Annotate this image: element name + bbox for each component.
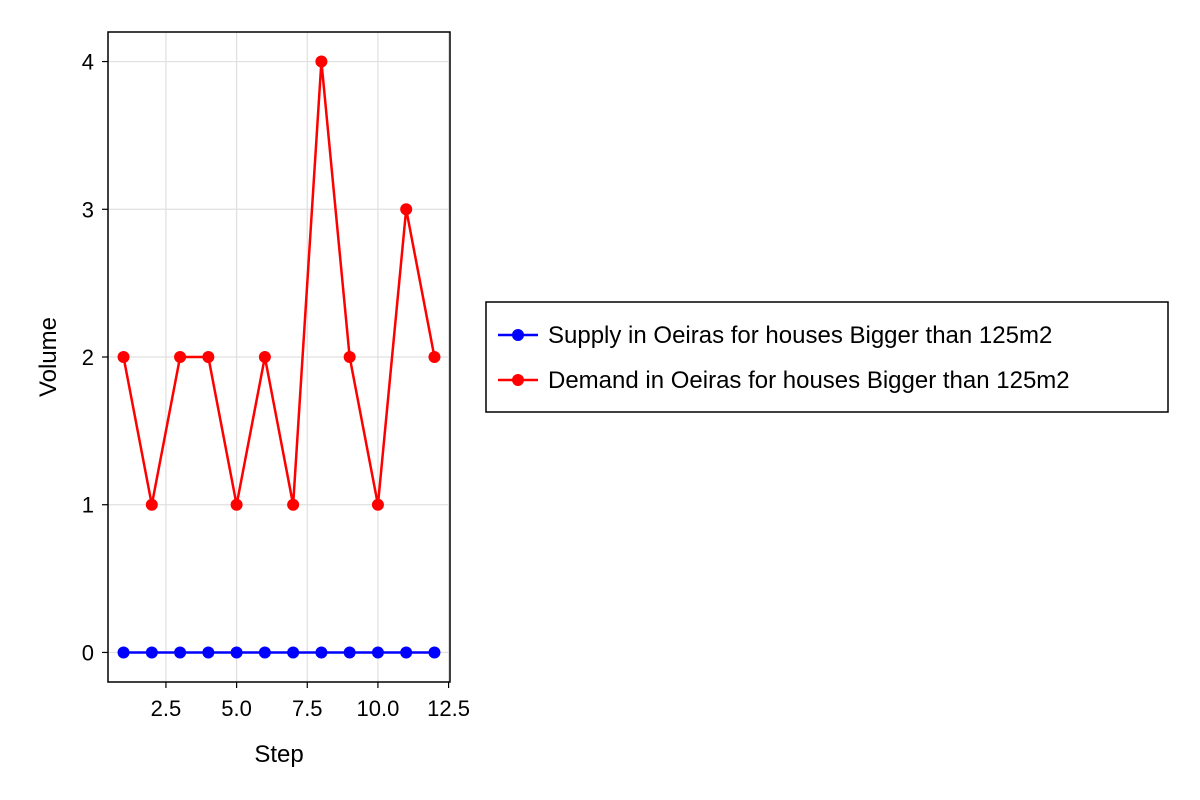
data-point bbox=[343, 351, 356, 363]
data-point bbox=[174, 646, 187, 659]
data-point bbox=[117, 351, 130, 363]
data-point bbox=[315, 55, 328, 68]
data-point bbox=[202, 646, 215, 659]
data-point bbox=[117, 646, 130, 659]
data-point bbox=[258, 351, 271, 363]
x-tick-label: 7.5 bbox=[292, 696, 323, 721]
y-tick-label: 4 bbox=[82, 50, 94, 75]
series-group bbox=[117, 646, 441, 659]
data-point bbox=[230, 646, 243, 659]
axis-ticks: 2.5 5.0 7.5 10.0 12.5 0 1 2 3 4 bbox=[82, 50, 470, 721]
legend-item: Supply in Oeiras for houses Bigger than … bbox=[498, 322, 1052, 349]
series-group bbox=[117, 55, 441, 511]
grid-lines bbox=[108, 32, 450, 682]
data-point bbox=[287, 646, 300, 659]
series-line bbox=[122, 60, 436, 506]
legend: Supply in Oeiras for houses Bigger than … bbox=[485, 301, 1169, 413]
legend-items: Supply in Oeiras for houses Bigger than … bbox=[498, 322, 1070, 394]
legend-label: Demand in Oeiras for houses Bigger than … bbox=[548, 367, 1070, 394]
data-point bbox=[145, 646, 158, 659]
legend-label: Supply in Oeiras for houses Bigger than … bbox=[548, 322, 1052, 349]
y-tick-label: 2 bbox=[82, 345, 94, 370]
legend-marker-swatch bbox=[512, 374, 524, 386]
x-tick-label: 10.0 bbox=[357, 696, 400, 721]
legend-item: Demand in Oeiras for houses Bigger than … bbox=[498, 367, 1070, 394]
data-point bbox=[343, 646, 356, 659]
x-axis-title: Step bbox=[254, 741, 303, 768]
data-point bbox=[315, 646, 328, 659]
data-point bbox=[258, 646, 271, 659]
data-point bbox=[428, 351, 441, 363]
x-tick-label: 5.0 bbox=[221, 696, 252, 721]
x-tick-label: 12.5 bbox=[427, 696, 470, 721]
data-point bbox=[371, 498, 384, 511]
y-tick-label: 0 bbox=[82, 640, 94, 665]
y-tick-label: 3 bbox=[82, 197, 94, 222]
data-point bbox=[371, 646, 384, 659]
legend-marker-swatch bbox=[512, 329, 524, 341]
x-tick-label: 2.5 bbox=[151, 696, 182, 721]
data-point bbox=[145, 498, 158, 511]
data-point bbox=[202, 351, 215, 363]
y-axis-title: Volume bbox=[35, 317, 62, 397]
data-point bbox=[287, 498, 300, 511]
series-layer bbox=[117, 55, 441, 659]
y-tick-label: 1 bbox=[82, 493, 94, 518]
legend-box bbox=[485, 301, 1169, 413]
data-point bbox=[230, 498, 243, 511]
data-point bbox=[400, 203, 413, 216]
data-point bbox=[428, 646, 441, 659]
data-point bbox=[400, 646, 413, 659]
data-point bbox=[174, 351, 187, 363]
